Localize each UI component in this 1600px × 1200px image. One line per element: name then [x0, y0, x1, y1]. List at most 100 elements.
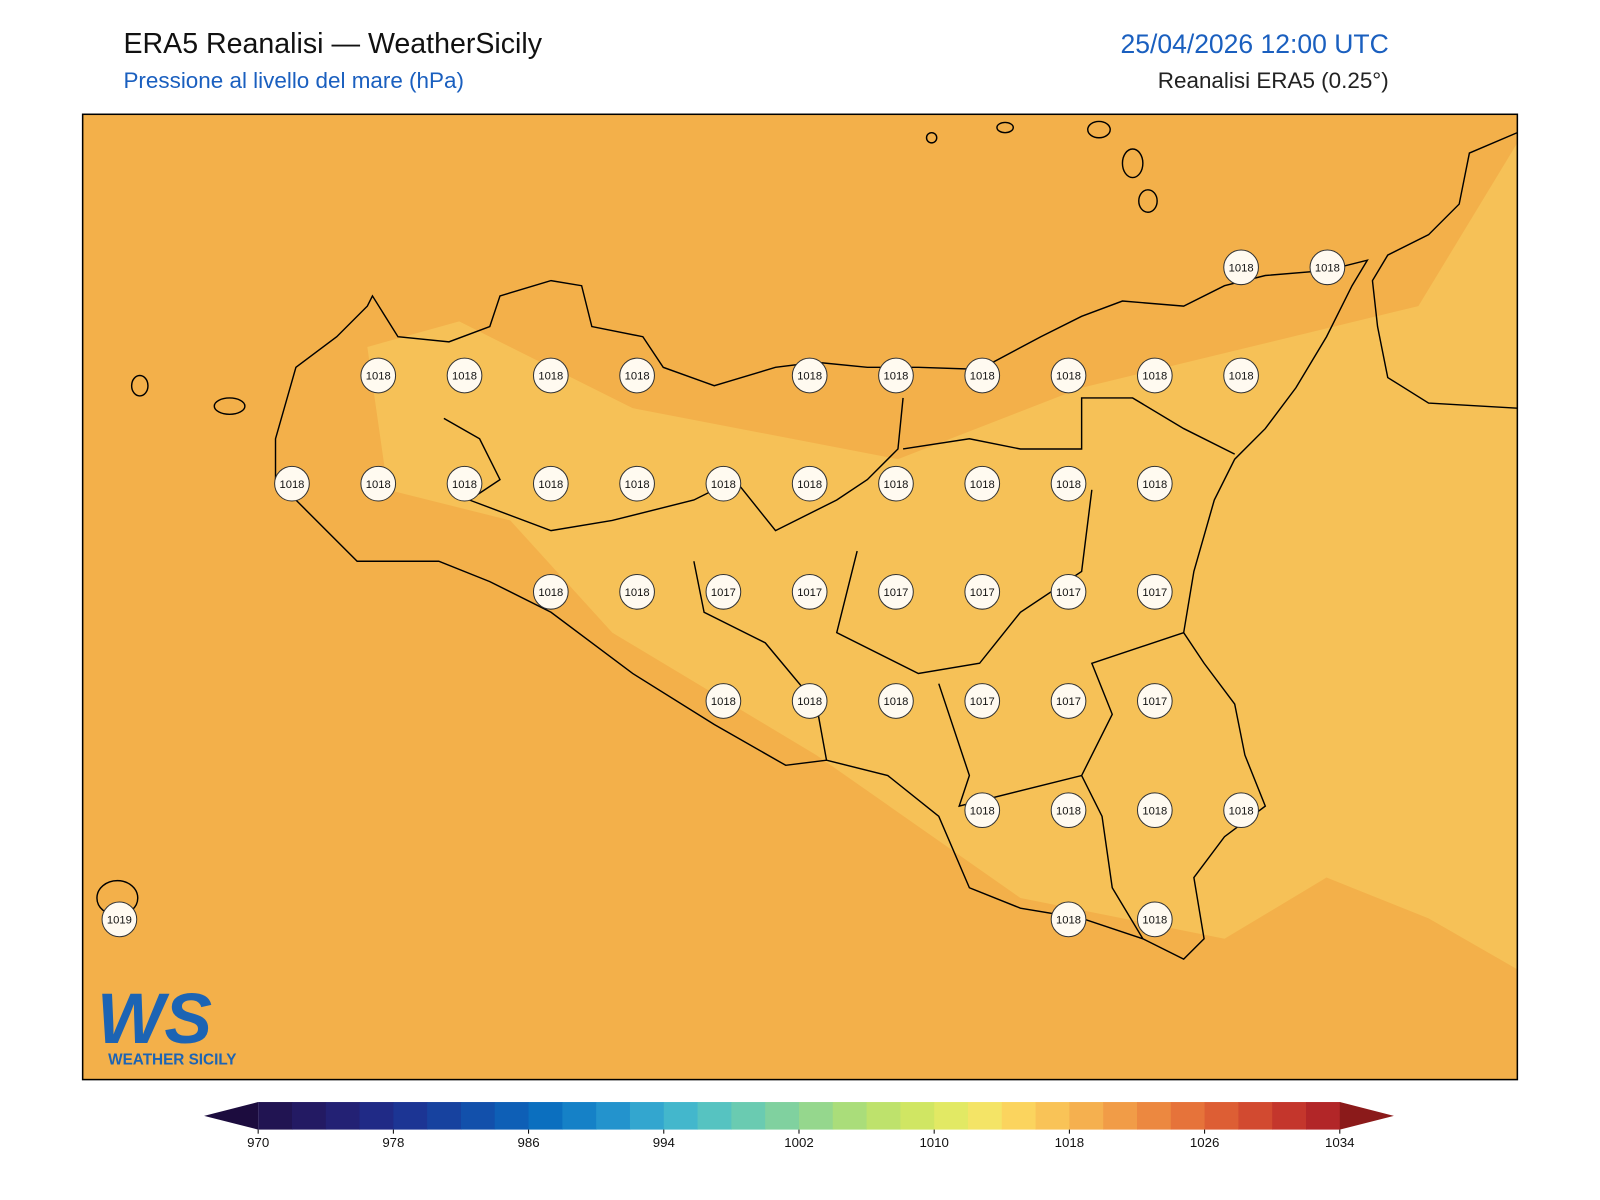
station-marker: [964, 573, 1001, 610]
colorbar-bin: [460, 1102, 496, 1130]
station-marker: [1309, 249, 1346, 286]
colorbar-bin: [900, 1102, 935, 1130]
station-marker: [705, 465, 742, 502]
station-marker: [1136, 792, 1173, 829]
station-value: 1018: [797, 479, 822, 491]
colorbar-tick-label: 1010: [919, 1135, 948, 1150]
subtitle: Pressione al livello del mare (hPa): [123, 68, 463, 93]
colorbar-tick-label: 1002: [784, 1135, 813, 1150]
colorbar-bin: [528, 1102, 563, 1130]
province-borders: [1080, 775, 1144, 940]
map: 1018 1018 1018 1018 1018 1018 1018 1018 1018 1018…: [81, 113, 1519, 1081]
station-marker: [274, 465, 310, 502]
station-value: 1018: [1229, 262, 1254, 274]
colorbar-bin: [1204, 1102, 1239, 1130]
colorbar-tick-label: 1034: [1325, 1135, 1354, 1150]
colorbar-bin: [427, 1102, 462, 1130]
station-marker: [446, 465, 483, 502]
station-marker: [1223, 792, 1259, 829]
station-value: 1018: [1142, 479, 1167, 491]
colorbar-bin: [596, 1102, 631, 1130]
station-marker: [705, 683, 742, 719]
province-borders: [443, 397, 904, 532]
station-marker: [1050, 357, 1087, 394]
station-marker: [964, 683, 1001, 719]
station-value: 1018: [366, 371, 391, 383]
station-marker: [1136, 465, 1173, 502]
colorbar-bin: [765, 1102, 800, 1130]
station-value: 1018: [970, 371, 995, 383]
station-value: 1018: [538, 479, 563, 491]
colorbar-bin: [967, 1102, 1003, 1130]
logo: WS WEATHER SICILY: [97, 979, 237, 1068]
colorbar-bin: [1305, 1102, 1341, 1130]
source: Reanalisi ERA5 (0.25°): [1158, 68, 1389, 93]
colorbar-tick-label: 1018: [1055, 1135, 1084, 1150]
station-marker: [1050, 792, 1087, 829]
island: [1121, 148, 1144, 179]
colorbar-bin: [494, 1102, 530, 1130]
station-value: 1018: [538, 587, 563, 599]
station-marker: [878, 465, 914, 502]
station-marker: [446, 357, 483, 394]
island: [1087, 120, 1111, 139]
station-value: 1017: [970, 587, 995, 599]
colorbar-tick-label: 978: [382, 1135, 404, 1150]
station-value: 1018: [797, 371, 822, 383]
station-marker: [964, 465, 1001, 502]
station-value: 1018: [1315, 262, 1340, 274]
title: ERA5 Reanalisi — WeatherSicily: [123, 28, 542, 60]
station-value: 1018: [366, 479, 391, 491]
station-marker: [1050, 901, 1087, 938]
colorbar-bin: [934, 1102, 969, 1130]
colorbar-bin: [291, 1102, 327, 1130]
station-marker: [619, 357, 655, 394]
colorbar-bin: [258, 1102, 293, 1130]
station-marker: [878, 573, 914, 610]
logo-text: WEATHER SICILY: [108, 1051, 236, 1068]
station-value: 1018: [970, 805, 995, 817]
station-marker: [360, 357, 397, 394]
station-marker: [964, 792, 1001, 829]
logo-mark: WS: [97, 979, 212, 1059]
station-value: 1018: [1056, 479, 1081, 491]
station-value: 1018: [1056, 805, 1081, 817]
station-value: 1017: [1142, 696, 1167, 708]
colorbar-under: [204, 1102, 259, 1130]
station-value: 1018: [1056, 371, 1081, 383]
colorbar-tick-label: 1026: [1190, 1135, 1219, 1150]
station-value: 1017: [711, 587, 736, 599]
province-borders: [835, 489, 1093, 675]
station-value: 1018: [711, 479, 736, 491]
station-value: 1017: [883, 587, 908, 599]
field-band: [367, 142, 1518, 970]
colorbar-over: [1339, 1102, 1394, 1130]
station-marker: [1136, 901, 1173, 938]
station-value: 1018: [538, 371, 563, 383]
station-marker: [1050, 683, 1087, 719]
calabria-coast: [1371, 131, 1518, 409]
station-marker: [791, 683, 828, 719]
colorbar-bin: [832, 1102, 868, 1130]
station-value: 1018: [452, 479, 477, 491]
colorbar-bin: [663, 1102, 699, 1130]
station-value: 1018: [883, 479, 908, 491]
station-value: 1017: [1056, 587, 1081, 599]
station-value: 1017: [1056, 696, 1081, 708]
station-value: 1018: [970, 479, 995, 491]
colorbar-bin: [1103, 1102, 1138, 1130]
province-borders: [693, 561, 828, 761]
station-marker: [878, 683, 914, 719]
station-value: 1018: [1142, 371, 1167, 383]
station-marker: [791, 573, 828, 610]
station-value: 1018: [883, 371, 908, 383]
datetime: 25/04/2026 12:00 UTC: [1120, 29, 1388, 59]
colorbar-bin: [866, 1102, 901, 1130]
colorbar-bin: [1136, 1102, 1172, 1130]
station-marker: [532, 357, 569, 394]
station-value: 1017: [970, 696, 995, 708]
station-marker: [619, 465, 655, 502]
colorbar-tick-label: 970: [247, 1135, 269, 1150]
station-value: 1018: [625, 587, 650, 599]
